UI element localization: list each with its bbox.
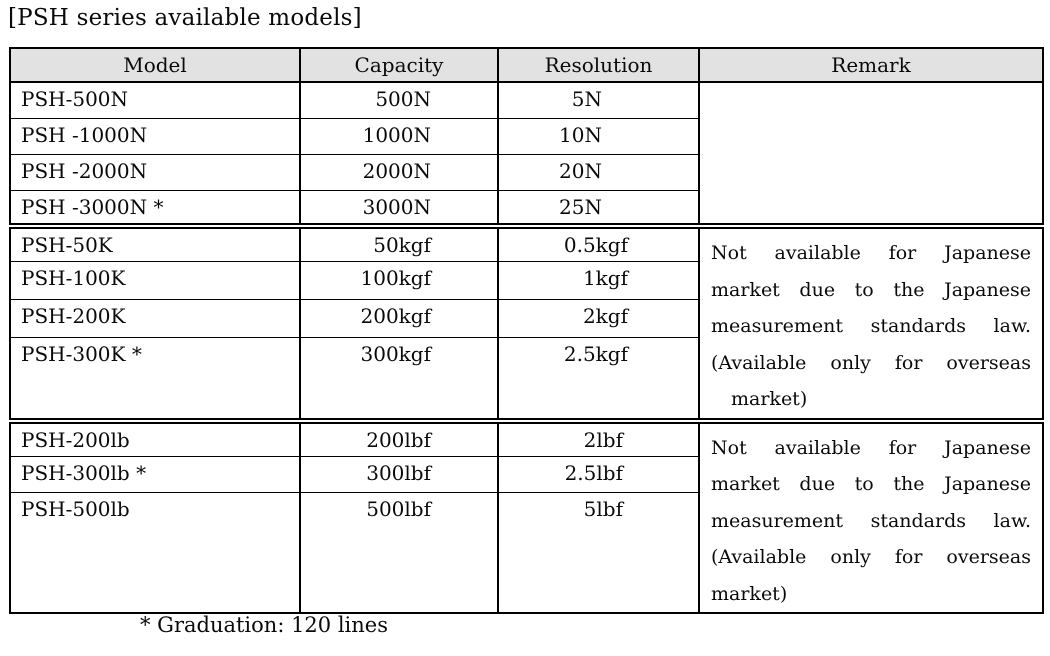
capacity-cell: 500lbf	[299, 492, 498, 613]
model-cell: PSH -2000N	[9, 153, 300, 190]
table-row: PSH-50K 50kgf 0.5kgf Not available for J…	[9, 222, 1043, 421]
capacity-cell: 500N	[299, 81, 498, 118]
remark-line: (Available only for overseas	[711, 351, 1031, 374]
model-cell: PSH-200K	[9, 298, 300, 338]
model-cell: PSH-500lb	[9, 492, 300, 613]
capacity-cell: 50kgf	[299, 222, 498, 262]
table-row: PSH-200lb 200lbf 2lbf Not available for …	[9, 417, 1043, 613]
model-cell: PSH-500N	[9, 81, 300, 118]
table-row: PSH -3000N * 3000N 25N	[9, 189, 1043, 226]
capacity-cell: 300kgf	[299, 337, 498, 421]
resolution-cell: 20N	[497, 153, 699, 190]
resolution-cell: 0.5kgf	[497, 222, 699, 262]
capacity-cell: 200lbf	[299, 417, 498, 457]
resolution-cell: 25N	[497, 189, 699, 226]
resolution-cell: 5N	[497, 81, 699, 118]
remark-line: market due to the Japanese	[711, 278, 1031, 301]
remark-line: market)	[731, 388, 808, 410]
resolution-cell: 2.5kgf	[497, 337, 699, 421]
page-title: [PSH series available models]	[8, 5, 362, 31]
capacity-cell: 100kgf	[299, 260, 498, 300]
table-row: PSH-300lb * 300lbf 2.5lbf	[9, 455, 1043, 493]
header-remark: Remark	[698, 47, 1043, 83]
remark-line: (Available only for overseas	[711, 546, 1031, 568]
remark-line: Not available for Japanese	[711, 436, 1031, 459]
remark-line: measurement standards law.	[711, 315, 1031, 337]
capacity-cell: 2000N	[299, 153, 498, 190]
model-cell: PSH-50K	[9, 222, 300, 262]
table-row: PSH-500N 500N 5N	[9, 81, 1043, 226]
remark-cell: Not available for Japanese market due to…	[698, 417, 1043, 613]
remark-line: market)	[711, 582, 788, 605]
resolution-cell: 10N	[497, 117, 699, 154]
model-cell: PSH-300K *	[9, 337, 300, 421]
table-row: PSH-200K 200kgf 2kgf	[9, 298, 1043, 338]
model-cell: PSH -3000N *	[9, 189, 300, 226]
table-header: Model Capacity Resolution Remark	[9, 47, 1043, 83]
models-table: Model Capacity Resolution Remark PSH-500…	[9, 47, 1044, 614]
resolution-cell: 5lbf	[497, 492, 699, 613]
header-model: Model	[9, 47, 300, 83]
table-row: PSH-100K 100kgf 1kgf	[9, 260, 1043, 300]
table-body: PSH-500N 500N 5N PSH -1000N 1000N 10N PS…	[9, 81, 1043, 613]
remark-cell: Not available for Japanese market due to…	[698, 223, 1043, 421]
model-cell: PSH-300lb *	[9, 455, 300, 493]
header-resolution: Resolution	[497, 47, 699, 83]
table-row: PSH -2000N 2000N 20N	[9, 153, 1043, 190]
resolution-cell: 1kgf	[497, 260, 699, 300]
remark-line: Not available for Japanese	[711, 242, 1031, 264]
graduation-footnote: * Graduation: 120 lines	[140, 613, 388, 637]
header-capacity: Capacity	[299, 47, 498, 83]
capacity-cell: 3000N	[299, 189, 498, 226]
table-row: PSH -1000N 1000N 10N	[9, 117, 1043, 154]
header-row: Model Capacity Resolution Remark	[9, 47, 1043, 83]
capacity-cell: 1000N	[299, 117, 498, 154]
remark-line: measurement standards law.	[711, 509, 1031, 532]
resolution-cell: 2lbf	[497, 417, 699, 457]
remark-line: market due to the Japanese	[711, 473, 1031, 495]
capacity-cell: 200kgf	[299, 298, 498, 338]
resolution-cell: 2.5lbf	[497, 455, 699, 493]
table-row: PSH-500lb 500lbf 5lbf	[9, 492, 1043, 613]
table-row: PSH-300K * 300kgf 2.5kgf	[9, 337, 1043, 421]
resolution-cell: 2kgf	[497, 298, 699, 338]
model-cell: PSH-100K	[9, 260, 300, 300]
capacity-cell: 300lbf	[299, 455, 498, 493]
model-cell: PSH-200lb	[9, 417, 300, 457]
remark-cell-empty	[698, 81, 1043, 226]
model-cell: PSH -1000N	[9, 117, 300, 154]
